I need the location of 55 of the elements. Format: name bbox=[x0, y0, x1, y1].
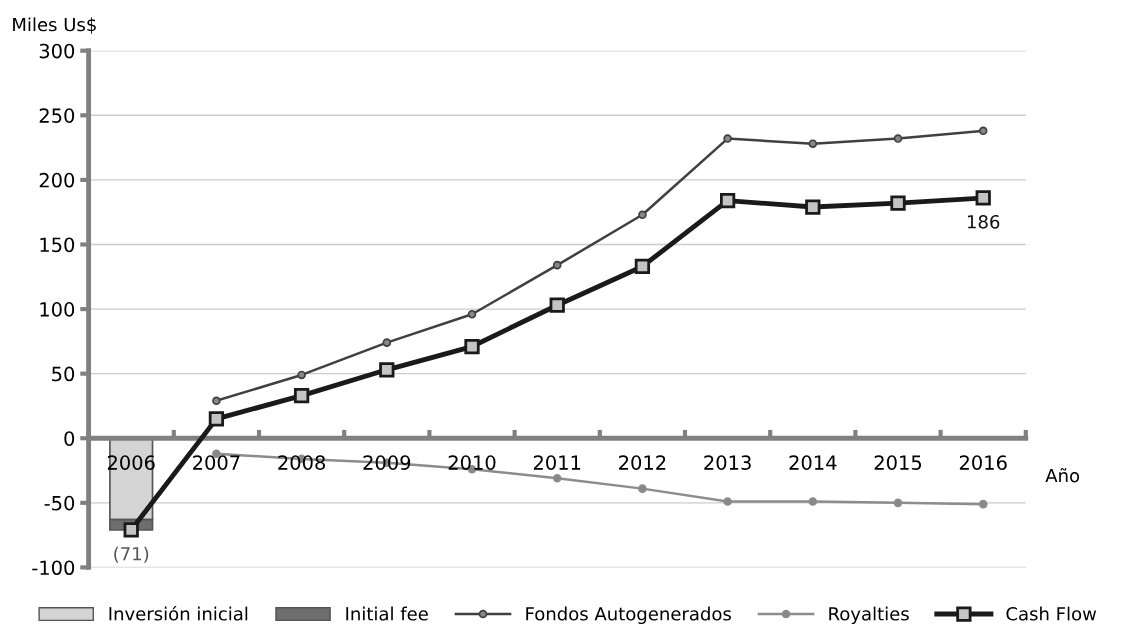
point bbox=[552, 260, 562, 270]
point bbox=[297, 370, 306, 380]
x-tick-label: 2011 bbox=[533, 455, 581, 470]
x-tick-label: 2013 bbox=[704, 455, 751, 470]
point bbox=[379, 362, 395, 378]
x-tick-label: 2009 bbox=[363, 455, 411, 470]
x-tick-label: 2016 bbox=[959, 455, 1007, 470]
y-tick-label: 50 bbox=[52, 366, 75, 382]
legend-label: Inversión inicial bbox=[109, 605, 248, 621]
point bbox=[549, 297, 565, 313]
point bbox=[382, 338, 392, 347]
point bbox=[975, 190, 991, 206]
point bbox=[467, 309, 477, 319]
y-tick-label: -50 bbox=[44, 495, 75, 511]
y-tick-label: 0 bbox=[64, 431, 75, 446]
point bbox=[723, 497, 732, 506]
data-label: (71) bbox=[114, 546, 149, 563]
point bbox=[552, 473, 562, 483]
data-label: 186 bbox=[967, 214, 1000, 229]
y-tick-label: -100 bbox=[32, 560, 75, 576]
point bbox=[208, 411, 225, 427]
point bbox=[893, 134, 903, 143]
point bbox=[808, 139, 818, 149]
y-axis-title: Miles Us$ bbox=[13, 17, 96, 34]
y-tick-label: 300 bbox=[39, 43, 75, 59]
point bbox=[634, 258, 651, 275]
point bbox=[464, 338, 480, 355]
x-tick-label: 2007 bbox=[193, 455, 240, 470]
y-tick-label: 100 bbox=[40, 302, 75, 317]
x-tick-label: 2010 bbox=[448, 455, 496, 470]
point bbox=[123, 522, 139, 538]
point bbox=[978, 126, 988, 136]
legend-label: Royalties bbox=[829, 606, 909, 625]
point bbox=[805, 199, 821, 215]
point bbox=[808, 497, 818, 506]
x-tick-label: 2015 bbox=[874, 455, 922, 470]
point bbox=[890, 195, 906, 211]
point bbox=[638, 484, 647, 493]
point bbox=[719, 192, 736, 209]
point bbox=[293, 387, 310, 404]
y-tick-label: 150 bbox=[40, 237, 75, 253]
x-axis-title: Año bbox=[1045, 468, 1080, 483]
y-tick-label: 200 bbox=[39, 172, 75, 188]
y-tick-label: 250 bbox=[39, 108, 75, 123]
point bbox=[978, 499, 988, 509]
point bbox=[212, 396, 221, 406]
x-tick-label: 2008 bbox=[278, 455, 326, 470]
x-tick-label: 2014 bbox=[789, 455, 837, 470]
legend-label: Initial fee bbox=[346, 606, 428, 621]
point bbox=[638, 210, 647, 220]
point bbox=[723, 134, 732, 143]
legend-label: Fondos Autogenerados bbox=[526, 606, 731, 625]
legend-label: Cash Flow bbox=[1006, 606, 1097, 621]
point bbox=[893, 498, 903, 508]
x-tick-label: 2012 bbox=[619, 455, 666, 470]
